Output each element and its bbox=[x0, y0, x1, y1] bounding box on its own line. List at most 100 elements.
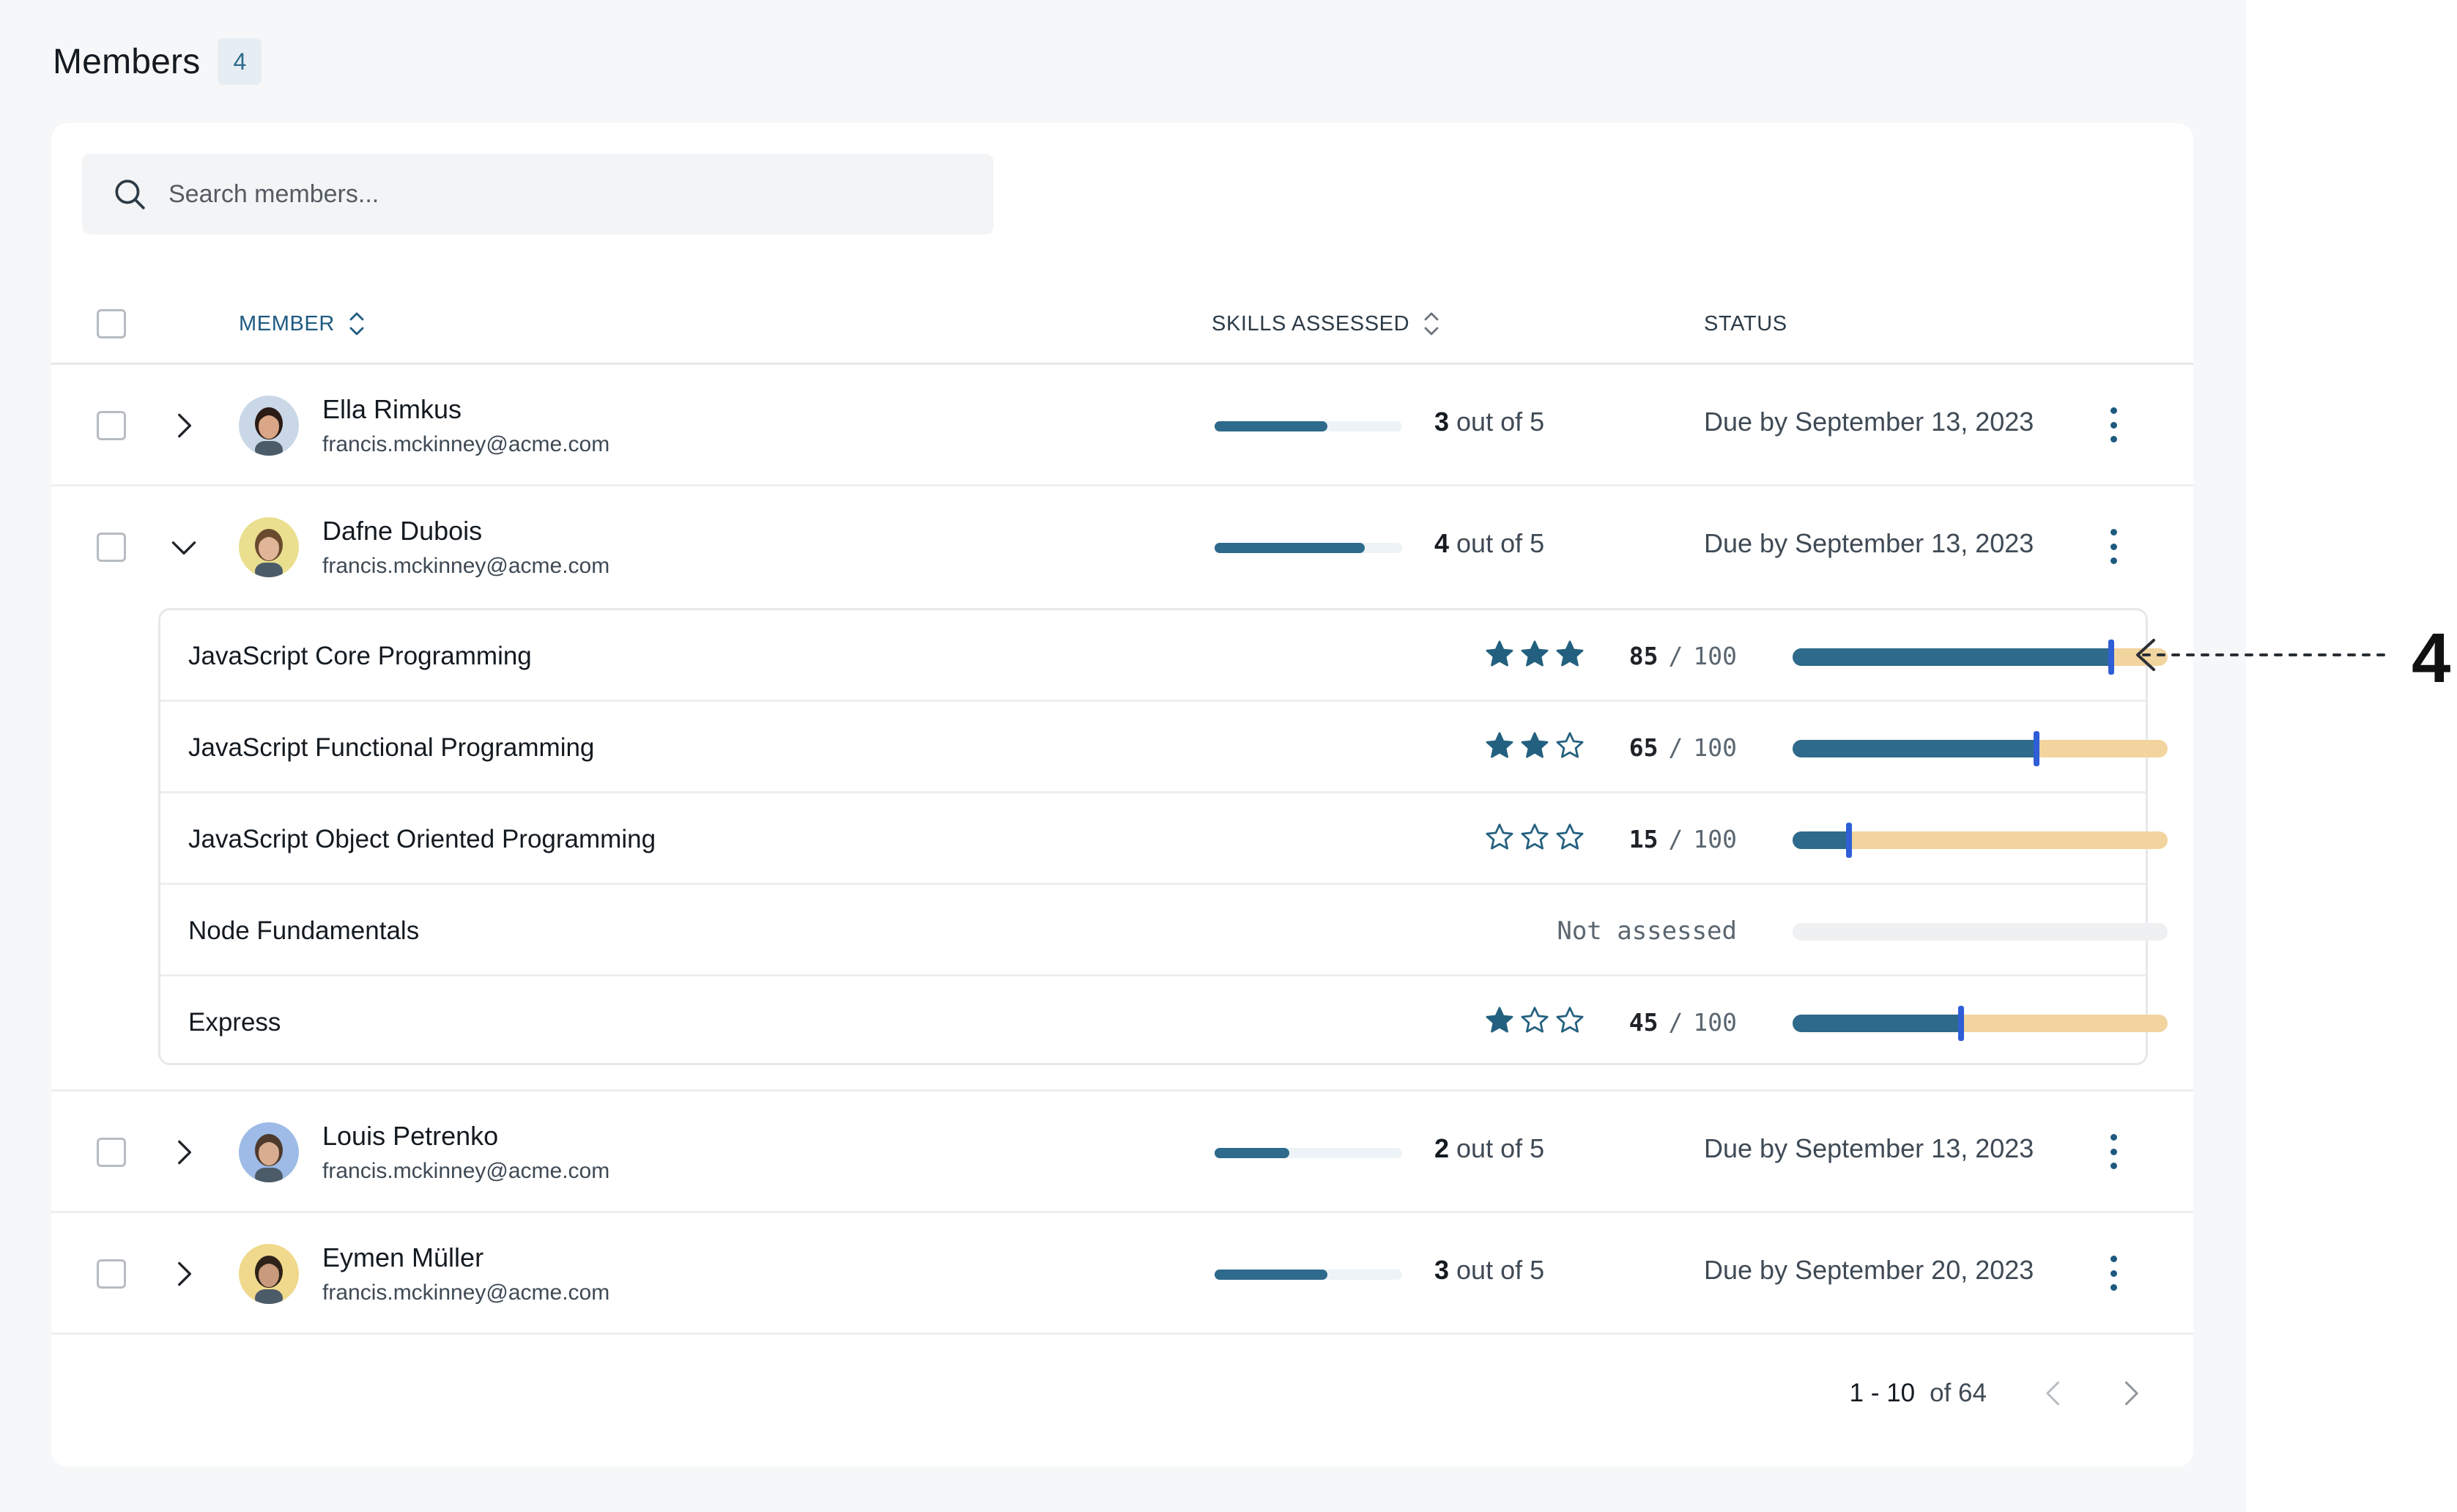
expand-chevron-icon[interactable] bbox=[166, 407, 202, 444]
pagination: 1 - 10 of 64 bbox=[1850, 1377, 2146, 1409]
skill-score-bar bbox=[1793, 1006, 2168, 1041]
skill-score-max: 100 bbox=[1693, 733, 1737, 762]
member-name[interactable]: Eymen Müller bbox=[322, 1242, 484, 1272]
member-row[interactable]: Louis Petrenko francis.mckinney@acme.com 2… bbox=[51, 1092, 2193, 1213]
skills-progress-fill bbox=[1215, 543, 1365, 553]
skills-progress-fill bbox=[1215, 421, 1327, 431]
member-email: francis.mckinney@acme.com bbox=[322, 1159, 610, 1183]
skill-rating bbox=[1483, 638, 1586, 670]
skills-assessed-total: out of 5 bbox=[1456, 407, 1545, 437]
kebab-dot bbox=[2110, 1134, 2117, 1141]
pagination-range: 1 - 10 bbox=[1849, 1379, 1916, 1407]
sort-icon[interactable] bbox=[1423, 311, 1440, 337]
skills-column-header[interactable]: SKILLS ASSESSED bbox=[1212, 283, 1440, 365]
member-column-label: MEMBER bbox=[239, 311, 335, 336]
member-row[interactable]: Eymen Müller francis.mckinney@acme.com 3 ou… bbox=[51, 1213, 2193, 1335]
status-due-date: Due by September 13, 2023 bbox=[1704, 407, 2034, 437]
skill-score-bar bbox=[1793, 823, 2168, 858]
skill-row: JavaScript Core Programming 85 / 100 bbox=[160, 610, 2168, 702]
skills-assessed-total: out of 5 bbox=[1456, 528, 1545, 558]
more-options-icon[interactable] bbox=[2102, 1251, 2124, 1295]
select-all-checkbox[interactable] bbox=[97, 309, 126, 338]
skill-name: Node Fundamentals bbox=[188, 916, 420, 945]
skills-assessed-total: out of 5 bbox=[1456, 1133, 1545, 1163]
skills-assessed-total: out of 5 bbox=[1456, 1255, 1545, 1285]
member-name[interactable]: Dafne Dubois bbox=[322, 516, 483, 546]
member-name[interactable]: Louis Petrenko bbox=[322, 1121, 499, 1151]
skill-score: 65 / 100 bbox=[1538, 702, 1737, 793]
prev-page-icon[interactable] bbox=[2038, 1377, 2070, 1409]
skill-score: 85 / 100 bbox=[1538, 610, 1737, 702]
skills-progress-bar bbox=[1215, 421, 1402, 431]
member-email: francis.mckinney@acme.com bbox=[322, 432, 610, 456]
skill-rating bbox=[1483, 730, 1586, 762]
skill-score-marker bbox=[2033, 731, 2039, 766]
pagination-total: of 64 bbox=[1930, 1379, 1987, 1407]
skills-progress-bar bbox=[1215, 1148, 1402, 1158]
kebab-dot bbox=[2110, 421, 2117, 429]
kebab-dot bbox=[2110, 1256, 2117, 1262]
expand-chevron-icon[interactable] bbox=[166, 1256, 202, 1292]
more-options-icon[interactable] bbox=[2102, 525, 2124, 568]
skills-assessed-number: 3 bbox=[1434, 407, 1450, 437]
skill-not-assessed: Not assessed bbox=[1557, 916, 1737, 946]
kebab-dot bbox=[2110, 1284, 2117, 1291]
skill-score-max: 100 bbox=[1693, 1008, 1737, 1037]
avatar bbox=[239, 517, 299, 577]
kebab-dot bbox=[2110, 407, 2117, 414]
collapse-chevron-icon[interactable] bbox=[166, 529, 202, 566]
skill-name: JavaScript Functional Programming bbox=[188, 733, 595, 762]
skills-assessed-count: 2 out of 5 bbox=[1434, 1133, 1544, 1164]
skill-score-marker bbox=[2108, 640, 2115, 675]
expand-chevron-icon[interactable] bbox=[166, 1134, 202, 1171]
member-row[interactable]: Ella Rimkus francis.mckinney@acme.com 3 out… bbox=[51, 365, 2193, 486]
more-options-icon[interactable] bbox=[2102, 403, 2124, 447]
skill-score-bar bbox=[1793, 640, 2168, 675]
row-checkbox[interactable] bbox=[97, 411, 126, 440]
skill-score-fill bbox=[1793, 1015, 1962, 1032]
member-column-header[interactable]: MEMBER bbox=[239, 283, 366, 365]
kebab-dot bbox=[2110, 1270, 2117, 1277]
sort-icon[interactable] bbox=[348, 311, 366, 337]
score-separator: / bbox=[1668, 733, 1683, 762]
member-name[interactable]: Ella Rimkus bbox=[322, 394, 462, 424]
kebab-dot bbox=[2110, 543, 2117, 550]
skill-score-value: 65 bbox=[1628, 733, 1659, 762]
search-box[interactable] bbox=[82, 154, 993, 234]
skill-score-marker bbox=[1958, 1006, 1965, 1041]
skill-score-max: 100 bbox=[1693, 642, 1737, 670]
skills-assessed-number: 3 bbox=[1434, 1255, 1450, 1285]
skill-name: JavaScript Object Oriented Programming bbox=[188, 824, 656, 853]
members-card: MEMBER SKILLS ASSESSED STATUS Ella Rimku… bbox=[51, 123, 2193, 1467]
search-input[interactable] bbox=[168, 179, 901, 209]
status-column-label: STATUS bbox=[1704, 311, 1787, 336]
row-checkbox[interactable] bbox=[97, 533, 126, 562]
skill-score-bar bbox=[1793, 731, 2168, 766]
skills-progress-fill bbox=[1215, 1148, 1290, 1158]
star-filled-icon bbox=[1521, 732, 1549, 758]
annotation-arrow-icon bbox=[2136, 639, 2391, 671]
star-filled-icon bbox=[1486, 640, 1513, 667]
row-divider bbox=[51, 1089, 2193, 1092]
star-empty-icon bbox=[1486, 823, 1513, 850]
row-checkbox[interactable] bbox=[97, 1259, 126, 1289]
skill-row: JavaScript Functional Programming 65 / 100 bbox=[160, 702, 2168, 793]
skills-assessed-count: 3 out of 5 bbox=[1434, 1255, 1544, 1286]
next-page-icon[interactable] bbox=[2114, 1377, 2146, 1409]
member-row[interactable]: Dafne Dubois francis.mckinney@acme.com 4 ou… bbox=[51, 486, 2193, 608]
kebab-dot bbox=[2110, 1163, 2117, 1169]
status-due-date: Due by September 13, 2023 bbox=[1704, 528, 2034, 558]
row-checkbox[interactable] bbox=[97, 1138, 126, 1167]
status-due-date: Due by September 13, 2023 bbox=[1704, 1133, 2034, 1163]
skill-score: 15 / 100 bbox=[1538, 793, 1737, 885]
kebab-dot bbox=[2110, 1148, 2117, 1155]
status-column-header: STATUS bbox=[1704, 283, 1787, 365]
star-filled-icon bbox=[1486, 1007, 1513, 1033]
skill-row: Express 45 / 100 bbox=[160, 976, 2168, 1068]
star-filled-icon bbox=[1556, 640, 1584, 667]
more-options-icon[interactable] bbox=[2102, 1130, 2124, 1174]
star-filled-icon bbox=[1521, 640, 1549, 667]
member-email: francis.mckinney@acme.com bbox=[322, 1281, 610, 1305]
skill-score-bar bbox=[1793, 923, 2168, 941]
skill-name: JavaScript Core Programming bbox=[188, 641, 532, 670]
